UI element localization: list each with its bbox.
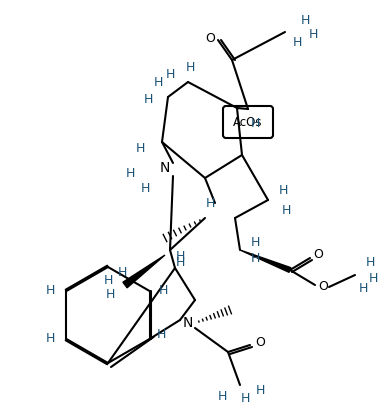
Text: H: H [300,14,310,26]
Text: H: H [250,116,260,129]
Text: H: H [46,332,55,346]
Text: H: H [368,272,378,284]
Text: H: H [175,249,185,263]
Text: H: H [175,256,185,268]
Text: H: H [165,67,175,81]
Text: H: H [135,141,145,155]
Text: H: H [292,35,302,48]
Polygon shape [123,255,165,288]
Text: H: H [281,203,291,217]
Text: H: H [308,28,318,41]
Text: H: H [105,289,115,302]
Text: H: H [278,183,288,196]
Text: H: H [205,196,215,210]
Text: AcOs: AcOs [233,115,263,129]
Text: H: H [250,236,260,249]
Text: H: H [159,284,168,298]
Text: H: H [125,166,135,180]
Text: H: H [250,252,260,265]
Text: N: N [160,161,170,175]
Text: H: H [185,60,195,74]
Text: O: O [255,335,265,349]
Text: O: O [205,32,215,44]
Text: H: H [117,266,127,279]
Text: H: H [143,92,153,106]
Text: H: H [157,328,166,340]
Polygon shape [240,250,291,272]
Text: H: H [217,390,227,404]
Text: H: H [46,284,55,298]
Text: H: H [103,275,113,288]
Text: H: H [153,76,163,88]
Text: H: H [255,383,265,397]
Text: O: O [318,280,328,293]
Text: O: O [313,249,323,261]
Text: H: H [140,182,150,194]
Text: H: H [240,393,250,406]
Text: H: H [358,282,368,296]
Text: H: H [365,256,375,270]
Text: N: N [183,316,193,330]
FancyBboxPatch shape [223,106,273,138]
